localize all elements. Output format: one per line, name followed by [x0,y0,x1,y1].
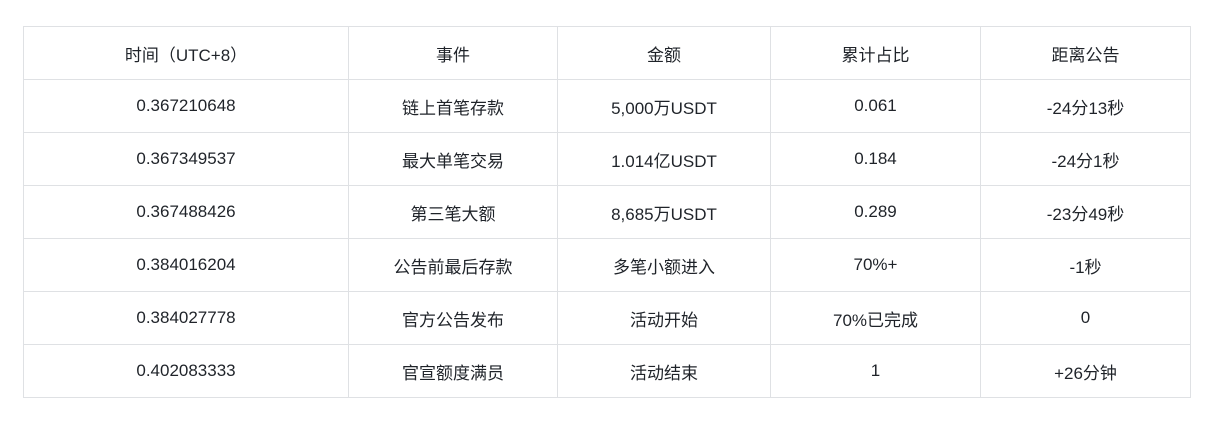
table-cell-time: 0.402083333 [23,344,349,398]
events-table: 时间（UTC+8） 事件 金额 累计占比 距离公告 0.367210648 链上… [23,26,1191,398]
table-cell-amount: 活动开始 [557,291,771,345]
column-header-distance-to-announcement: 距离公告 [980,26,1191,80]
table-cell-ratio: 1 [770,344,981,398]
table-cell-ratio: 0.184 [770,132,981,186]
table-cell-time: 0.384016204 [23,238,349,292]
column-header-amount: 金额 [557,26,771,80]
column-header-event: 事件 [348,26,558,80]
table-row: 0.402083333 官宣额度满员 活动结束 1 +26分钟 [23,344,1191,398]
header-row: 时间（UTC+8） 事件 金额 累计占比 距离公告 [23,26,1191,80]
table-row: 0.367210648 链上首笔存款 5,000万USDT 0.061 -24分… [23,79,1191,133]
table-cell-ratio: 0.289 [770,185,981,239]
table-cell-distance: -24分13秒 [980,79,1191,133]
table-cell-amount: 1.014亿USDT [557,132,771,186]
table-cell-event: 官宣额度满员 [348,344,558,398]
table-cell-distance: -23分49秒 [980,185,1191,239]
table-cell-event: 官方公告发布 [348,291,558,345]
table-cell-time: 0.367488426 [23,185,349,239]
table-cell-event: 链上首笔存款 [348,79,558,133]
table-cell-event: 公告前最后存款 [348,238,558,292]
table-cell-event: 最大单笔交易 [348,132,558,186]
table-row: 0.384016204 公告前最后存款 多笔小额进入 70%+ -1秒 [23,238,1191,292]
table-cell-ratio: 0.061 [770,79,981,133]
table-cell-distance: 0 [980,291,1191,345]
table-cell-time: 0.367349537 [23,132,349,186]
table-cell-ratio: 70%已完成 [770,291,981,345]
table-cell-distance: -24分1秒 [980,132,1191,186]
table-row: 0.367349537 最大单笔交易 1.014亿USDT 0.184 -24分… [23,132,1191,186]
table-cell-event: 第三笔大额 [348,185,558,239]
table-cell-amount: 多笔小额进入 [557,238,771,292]
table-cell-amount: 5,000万USDT [557,79,771,133]
table-cell-amount: 8,685万USDT [557,185,771,239]
column-header-time: 时间（UTC+8） [23,26,349,80]
table-cell-time: 0.384027778 [23,291,349,345]
table-cell-distance: +26分钟 [980,344,1191,398]
column-header-cumulative-ratio: 累计占比 [770,26,981,80]
table-cell-ratio: 70%+ [770,238,981,292]
table-cell-amount: 活动结束 [557,344,771,398]
table-row: 0.367488426 第三笔大额 8,685万USDT 0.289 -23分4… [23,185,1191,239]
table-cell-time: 0.367210648 [23,79,349,133]
table-row: 0.384027778 官方公告发布 活动开始 70%已完成 0 [23,291,1191,345]
table-cell-distance: -1秒 [980,238,1191,292]
